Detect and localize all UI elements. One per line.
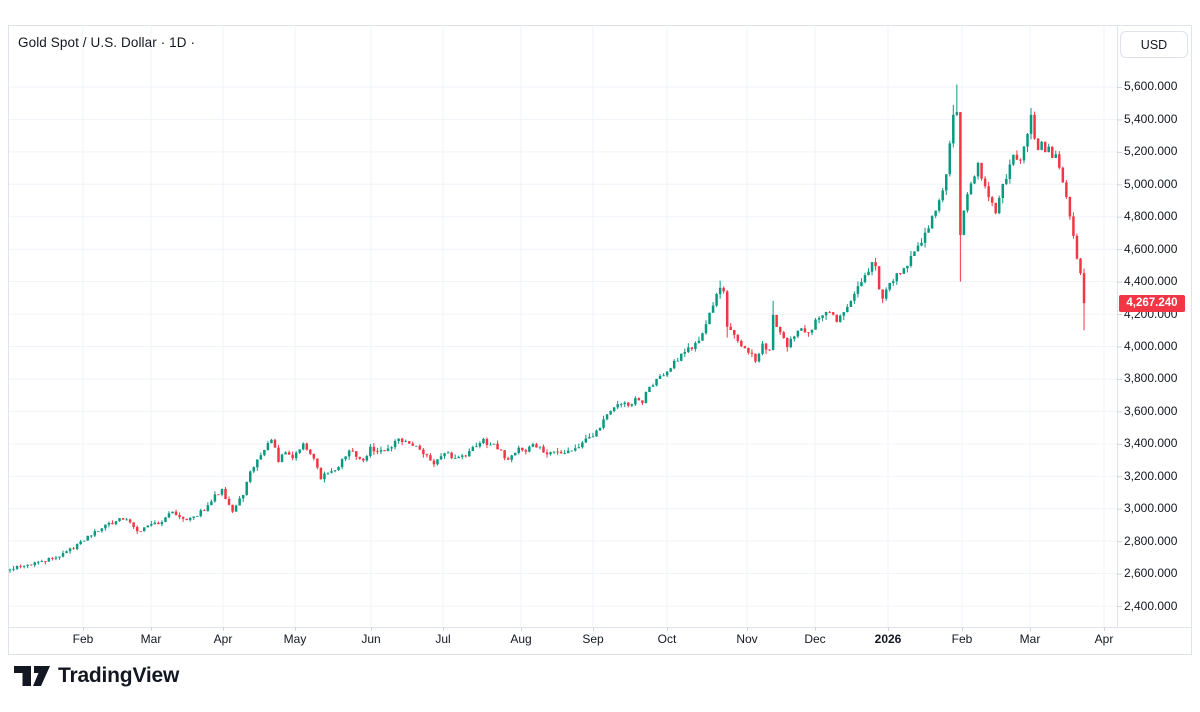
time-axis-label: Mar bbox=[1019, 632, 1041, 646]
price-axis-label: 4,600.000 bbox=[1124, 241, 1178, 256]
time-axis-label: Sep bbox=[582, 632, 604, 646]
time-axis-label: Nov bbox=[736, 632, 758, 646]
currency-toggle-label: USD bbox=[1140, 37, 1168, 52]
time-axis-label: 2026 bbox=[874, 632, 902, 646]
price-axis-label: 5,600.000 bbox=[1124, 79, 1178, 94]
currency-toggle-button[interactable]: USD bbox=[1120, 31, 1188, 58]
price-axis-label: 2,400.000 bbox=[1124, 598, 1178, 613]
price-axis-label: 2,600.000 bbox=[1124, 566, 1178, 581]
price-axis-label: 3,200.000 bbox=[1124, 468, 1178, 483]
price-axis-label: 4,400.000 bbox=[1124, 274, 1178, 289]
time-axis-label: Aug bbox=[510, 632, 532, 646]
price-axis-label: 3,800.000 bbox=[1124, 371, 1178, 386]
time-axis-label: Apr bbox=[213, 632, 233, 646]
price-axis-label: 5,000.000 bbox=[1124, 176, 1178, 191]
time-axis-label: Apr bbox=[1094, 632, 1114, 646]
price-axis-label: 3,600.000 bbox=[1124, 403, 1178, 418]
price-axis-label: 3,000.000 bbox=[1124, 501, 1178, 516]
time-axis-label: Dec bbox=[804, 632, 826, 646]
time-axis-label: Feb bbox=[951, 632, 973, 646]
time-axis-label: Mar bbox=[140, 632, 162, 646]
price-axis-label: 2,800.000 bbox=[1124, 533, 1178, 548]
time-axis-label: May bbox=[283, 632, 307, 646]
chart-frame bbox=[8, 25, 1192, 655]
time-axis-label: Jun bbox=[361, 632, 381, 646]
tradingview-logo[interactable]: TradingView bbox=[14, 664, 179, 688]
price-axis-label: 5,200.000 bbox=[1124, 144, 1178, 159]
price-axis-label: 3,400.000 bbox=[1124, 436, 1178, 451]
time-axis-label: Jul bbox=[435, 632, 451, 646]
price-axis-label: 5,400.000 bbox=[1124, 111, 1178, 126]
gridlines bbox=[8, 25, 1117, 627]
tradingview-logo-icon bbox=[14, 666, 50, 686]
time-axis-label: Oct bbox=[657, 632, 677, 646]
price-axis-label: 4,000.000 bbox=[1124, 339, 1178, 354]
last-price-tag: 4,267.240 bbox=[1119, 294, 1185, 312]
candles-up bbox=[8, 84, 1058, 573]
brand-name: TradingView bbox=[58, 664, 180, 687]
time-axis-label: Feb bbox=[72, 632, 94, 646]
candles-down bbox=[19, 111, 1086, 569]
price-axis-label: 4,800.000 bbox=[1124, 209, 1178, 224]
last-price-value: 4,267.240 bbox=[1126, 297, 1178, 310]
symbol-title[interactable]: Gold Spot / U.S. Dollar · 1D · bbox=[18, 35, 196, 50]
